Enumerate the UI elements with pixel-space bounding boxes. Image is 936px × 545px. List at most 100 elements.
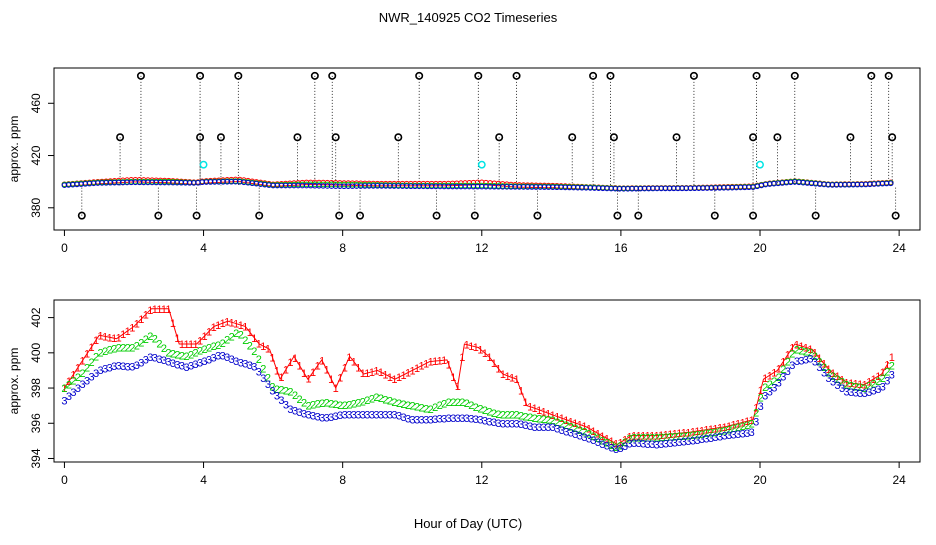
series-1-point: 1	[88, 342, 94, 354]
series-3-point: 3	[667, 438, 673, 450]
x-axis-title: Hour of Day (UTC)	[414, 516, 522, 531]
series-3-point: 3	[762, 390, 768, 402]
series-3-point: 3	[437, 414, 443, 426]
series-2-point: 2	[617, 441, 623, 453]
series-2-point: 2	[156, 338, 162, 350]
series-2-point: 2	[595, 433, 601, 445]
series-2-point: 2	[581, 426, 587, 438]
series-3-point: 3	[532, 422, 538, 434]
series-1-point: 1	[206, 326, 212, 338]
series-3-point: 3	[884, 376, 890, 388]
series-3-point: 3	[513, 418, 519, 430]
series-1-point: 1	[107, 332, 113, 344]
series-2-point: 2	[767, 379, 773, 391]
series-2-point: 2	[504, 409, 510, 421]
series-3-point: 3	[803, 354, 809, 366]
series-1-point: 1	[667, 429, 673, 441]
series-2-point: 2	[229, 331, 235, 343]
series-1-point: 1	[215, 320, 221, 332]
series-3-point: 3	[125, 361, 131, 373]
series-3-point: 3	[830, 377, 836, 389]
spike-point	[790, 71, 799, 80]
series-1-point: 1	[563, 415, 569, 427]
series-1-point: 1	[138, 314, 144, 326]
series-2-point: 2	[568, 422, 574, 434]
series-3-point: 3	[351, 409, 357, 421]
series-2-points: 2222222222222222222222222222222222222222…	[61, 328, 895, 454]
series-1-point: 1	[708, 424, 714, 436]
series-2-point: 2	[554, 417, 560, 429]
chart-title: NWR_140925 CO2 Timeseries	[379, 10, 558, 25]
series-1-point: 1	[875, 371, 881, 383]
top-x-axis: 0 4 8 12 16 20 24	[61, 230, 906, 255]
series-2-point: 2	[550, 415, 556, 427]
series-2-point: 2	[880, 373, 886, 385]
series-2-point: 2	[712, 427, 718, 439]
series-1-point: 1	[260, 341, 266, 353]
spike-point	[356, 211, 365, 220]
series-3-point: 3	[405, 413, 411, 425]
series-2-point: 2	[459, 397, 465, 409]
series-2-point: 2	[681, 431, 687, 443]
series-3-point: 3	[649, 439, 655, 451]
series-1-point: 1	[853, 379, 859, 391]
bottom-y-tick-label: 402	[29, 307, 43, 327]
series-1-point: 1	[229, 317, 235, 329]
series-3-point: 3	[685, 436, 691, 448]
bottom-plot-area: 1111111111111111111111111111111111111111…	[61, 304, 895, 456]
series-2-point: 2	[667, 432, 673, 444]
series-3-point: 3	[554, 424, 560, 436]
series-1-point: 1	[274, 365, 280, 377]
bottom-y-tick-label: 400	[29, 342, 43, 362]
series-2-point: 2	[835, 374, 841, 386]
series-2-point: 2	[477, 404, 483, 416]
series-3-point: 3	[414, 415, 420, 427]
spike-point	[689, 71, 698, 80]
series-3-point: 3	[242, 359, 248, 371]
series-3-point	[887, 180, 894, 187]
bottom-y-tick-label: 396	[29, 413, 43, 433]
spike-point	[512, 71, 521, 80]
series-1-point: 1	[726, 421, 732, 433]
series-1-point: 1	[758, 385, 764, 397]
series-2-point: 2	[147, 331, 153, 343]
series-3-point: 3	[70, 387, 76, 399]
series-2-point: 2	[134, 341, 140, 353]
series-1-point: 1	[740, 417, 746, 429]
series-1-point: 1	[410, 365, 416, 377]
series-1-point: 1	[862, 379, 868, 391]
series-1-point: 1	[776, 363, 782, 375]
series-2-point: 2	[753, 408, 759, 420]
series-1-point: 1	[355, 362, 361, 374]
series-1-point: 1	[423, 358, 429, 370]
bottom-x-tick-label: 20	[753, 473, 767, 487]
series-1-point: 1	[400, 370, 406, 382]
series-1-point: 1	[301, 368, 307, 380]
series-2-point: 2	[627, 434, 633, 446]
series-1-point: 1	[604, 434, 610, 446]
series-2-point: 2	[301, 398, 307, 410]
series-1-point: 1	[889, 352, 895, 364]
series-3-point: 3	[346, 409, 352, 421]
series-3-point: 3	[563, 426, 569, 438]
series-3-point: 3	[731, 430, 737, 442]
series-2-point: 2	[346, 399, 352, 411]
series-2-point: 2	[405, 400, 411, 412]
series-1-point: 1	[577, 420, 583, 432]
series-1-point: 1	[581, 421, 587, 433]
series-1-point: 1	[342, 362, 348, 374]
series-1-point: 1	[694, 426, 700, 438]
series-2-point: 2	[111, 343, 117, 355]
series-2-point: 2	[721, 425, 727, 437]
spike-point	[811, 211, 820, 220]
calibration-point	[756, 160, 764, 169]
series-3-point: 3	[360, 409, 366, 421]
series-1-point: 1	[821, 359, 827, 371]
series-3-point: 3	[333, 411, 339, 423]
series-1-point: 1	[93, 335, 99, 347]
series-2-point: 2	[337, 400, 343, 412]
series-3-point: 3	[835, 380, 841, 392]
series-2-point: 2	[482, 405, 488, 417]
series-1-point: 1	[170, 318, 176, 330]
series-3-point: 3	[812, 356, 818, 368]
